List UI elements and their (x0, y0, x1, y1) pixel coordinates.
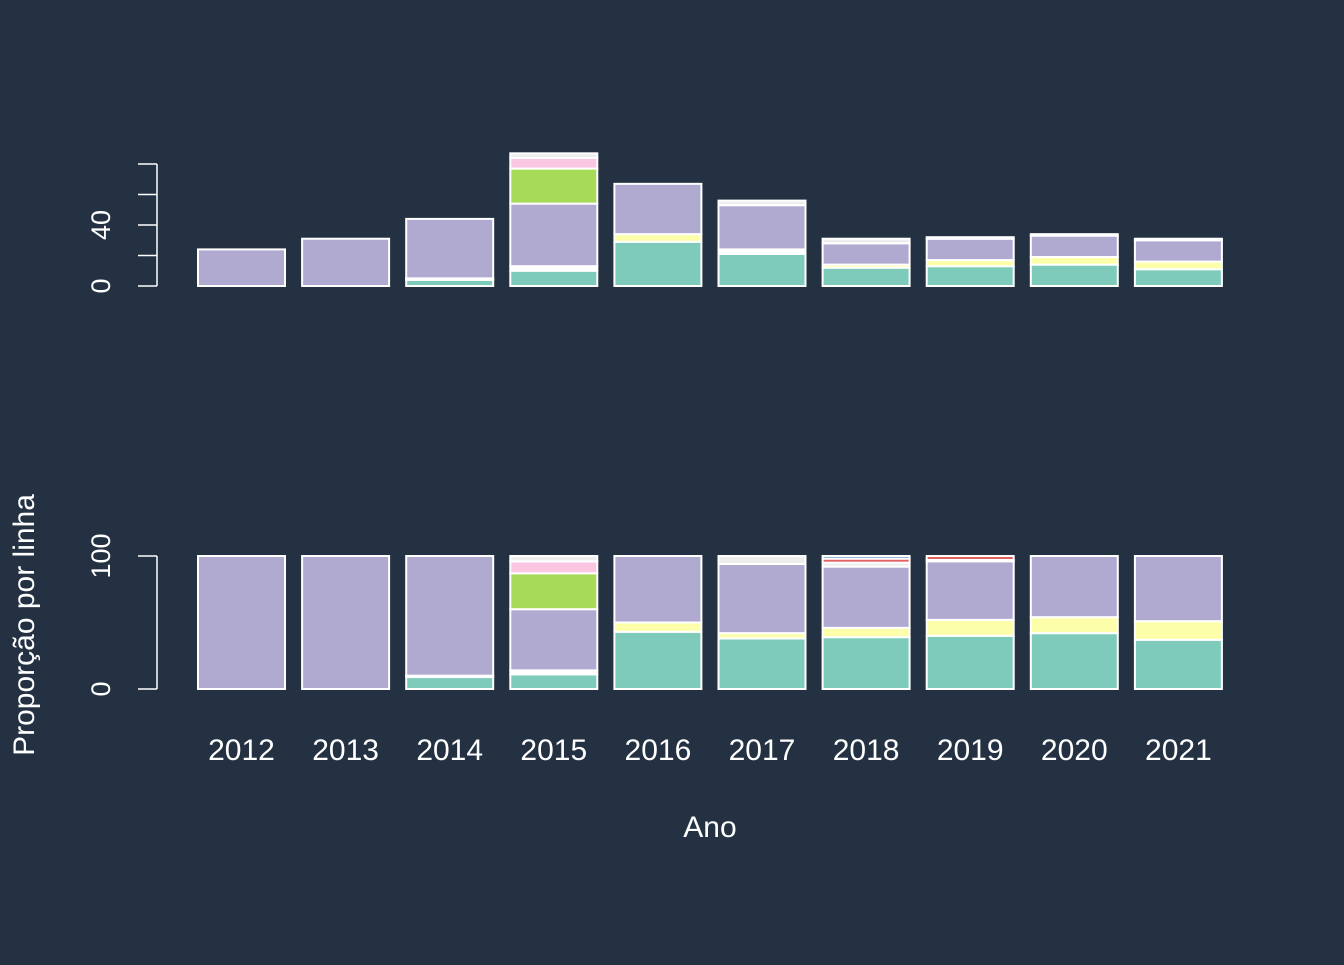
bar-stack (405, 217, 495, 287)
bar-segment (509, 269, 599, 287)
bar-stack (1029, 233, 1119, 287)
x-axis-label: Ano (683, 811, 736, 844)
bar-segment (925, 237, 1015, 262)
y-tick-label: 0 (86, 278, 116, 293)
bar-segment (301, 237, 391, 288)
bar-segment (509, 202, 599, 268)
bar-segment (509, 608, 599, 672)
x-tick-label: 2013 (312, 734, 379, 767)
y-tick-label: 0 (86, 681, 116, 696)
bottom-panel-proportions: 0 100 2012 2013 2014 2015 2016 2017 2018 2019 2020… (86, 533, 1223, 767)
bar-segment (405, 555, 495, 677)
bar-segment (925, 618, 1015, 637)
bar-segment (613, 233, 703, 243)
bar-segment (717, 562, 807, 635)
bar-segment (1133, 638, 1223, 690)
bar-stack (1133, 237, 1223, 288)
bar-segment (717, 204, 807, 251)
bar-segment (1029, 234, 1119, 259)
x-tick-label: 2016 (625, 734, 692, 767)
bar-stack (717, 199, 807, 288)
bar-segment (1133, 620, 1223, 641)
top-panel-counts: 0 40 (86, 152, 1223, 294)
bar-stack (717, 555, 807, 691)
bar-segment (717, 555, 807, 565)
bar-stack (925, 236, 1015, 287)
bar-stack (1133, 555, 1223, 690)
y-tick-label: 100 (86, 533, 116, 578)
bar-stack (925, 555, 1015, 690)
bar-stack (197, 248, 286, 287)
bar-segment (1029, 632, 1119, 691)
bar-segment (925, 236, 1015, 240)
bar-segment (821, 266, 911, 288)
bar-segment (613, 182, 703, 236)
x-tick-label: 2021 (1145, 734, 1212, 767)
bar-segment (1133, 239, 1223, 263)
y-axis: 0 40 (86, 163, 158, 294)
bar-segment (509, 572, 599, 611)
bar-segment (1133, 237, 1223, 242)
bar-segment (509, 152, 599, 159)
bar-segment (925, 560, 1015, 621)
bar-stack (405, 555, 495, 691)
bar-segment (821, 237, 911, 245)
x-tick-label: 2014 (416, 734, 483, 767)
bar-segment (1029, 263, 1119, 287)
bar-segment (1029, 256, 1119, 266)
bar-stack (197, 555, 286, 690)
bar-segment (197, 555, 286, 690)
x-tick-label: 2018 (833, 734, 900, 767)
bar-stack (509, 152, 599, 287)
bar-segment (1029, 233, 1119, 237)
y-axis: 0 100 (86, 533, 158, 697)
bar-segment (197, 248, 286, 287)
bar-segment (821, 626, 911, 639)
bar-segment (821, 565, 911, 629)
bar-segment (405, 217, 495, 280)
y-tick-label: 40 (86, 210, 116, 240)
bar-segment (925, 265, 1015, 287)
x-tick-label: 2019 (937, 734, 1004, 767)
bar-segment (821, 555, 911, 560)
bar-segment (1029, 555, 1119, 619)
bar-segment (925, 555, 1015, 561)
bar-segment (613, 555, 703, 624)
bar-segment (613, 240, 703, 287)
bar-segment (821, 242, 911, 266)
bar-stack (1029, 555, 1119, 691)
x-tick-label: 2015 (520, 734, 587, 767)
bar-segment (509, 555, 599, 563)
bar-stack (821, 237, 911, 288)
bar-segment (821, 636, 911, 691)
bar-segment (509, 156, 599, 170)
y-axis-label: Proporção por linha (8, 494, 41, 756)
bar-segment (613, 621, 703, 633)
x-tick-label: 2020 (1041, 734, 1108, 767)
bar-segment (1133, 268, 1223, 288)
bar-segment (717, 252, 807, 288)
bar-segment (509, 167, 599, 205)
x-tick-label: 2017 (729, 734, 796, 767)
bar-segment (1029, 616, 1119, 635)
bar-segment (1133, 555, 1223, 623)
bar-segment (925, 634, 1015, 690)
bar-segment (509, 673, 599, 690)
bar-segment (613, 630, 703, 690)
bar-stack (301, 555, 391, 690)
bar-segment (509, 560, 599, 575)
bar-stack (613, 182, 703, 287)
bar-segment (717, 637, 807, 691)
x-tick-label: 2012 (208, 734, 275, 767)
bar-stack (509, 555, 599, 690)
bar-stack (613, 555, 703, 690)
bar-stack (821, 555, 911, 691)
bar-stack (301, 237, 391, 288)
bar-segment (1133, 260, 1223, 271)
bar-segment (301, 555, 391, 690)
bar-segment (405, 676, 495, 691)
bar-segment (717, 199, 807, 207)
